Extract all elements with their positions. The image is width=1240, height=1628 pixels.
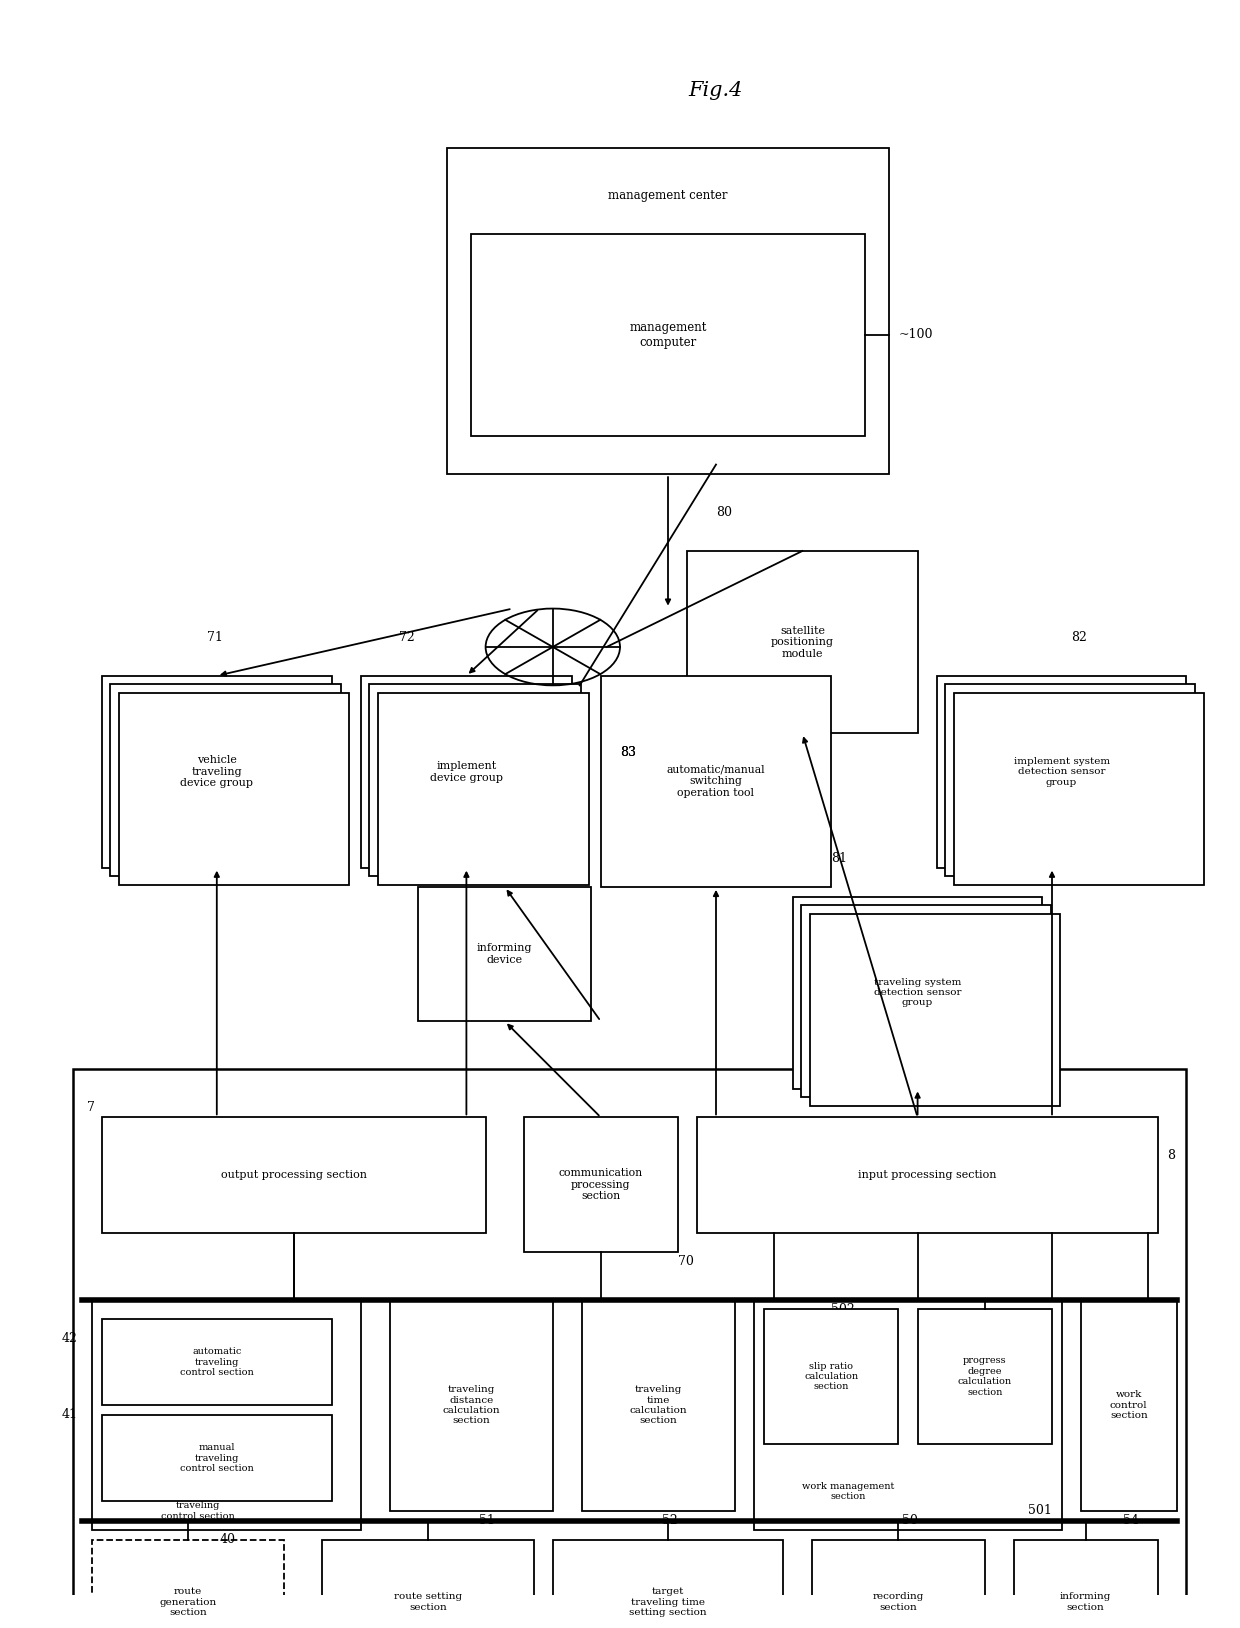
Text: management
computer: management computer bbox=[630, 321, 707, 348]
FancyBboxPatch shape bbox=[378, 694, 589, 886]
Text: work management
section: work management section bbox=[802, 1481, 895, 1501]
FancyBboxPatch shape bbox=[954, 694, 1204, 886]
Text: automatic
traveling
control section: automatic traveling control section bbox=[180, 1348, 254, 1377]
Text: slip ratio
calculation
section: slip ratio calculation section bbox=[804, 1361, 858, 1392]
Text: 51: 51 bbox=[480, 1514, 495, 1527]
Text: 54: 54 bbox=[1122, 1514, 1138, 1527]
FancyBboxPatch shape bbox=[102, 676, 332, 868]
Text: 7: 7 bbox=[87, 1101, 95, 1114]
FancyBboxPatch shape bbox=[73, 1070, 1187, 1628]
FancyBboxPatch shape bbox=[102, 1415, 332, 1501]
FancyBboxPatch shape bbox=[792, 897, 1043, 1089]
FancyBboxPatch shape bbox=[687, 550, 918, 733]
Text: output processing section: output processing section bbox=[221, 1171, 367, 1180]
Text: 80: 80 bbox=[715, 506, 732, 519]
Text: 81: 81 bbox=[831, 851, 847, 864]
Text: 41: 41 bbox=[62, 1408, 78, 1421]
FancyBboxPatch shape bbox=[1081, 1299, 1177, 1511]
FancyBboxPatch shape bbox=[525, 1117, 677, 1252]
Text: 502: 502 bbox=[831, 1302, 854, 1315]
FancyBboxPatch shape bbox=[945, 684, 1195, 876]
Text: traveling system
detection sensor
group: traveling system detection sensor group bbox=[874, 978, 961, 1008]
Text: 73: 73 bbox=[448, 851, 463, 864]
Text: Fig.4: Fig.4 bbox=[688, 81, 743, 99]
FancyBboxPatch shape bbox=[471, 234, 864, 436]
FancyBboxPatch shape bbox=[801, 905, 1052, 1097]
FancyBboxPatch shape bbox=[918, 1309, 1052, 1444]
Text: implement
device group: implement device group bbox=[430, 760, 503, 783]
FancyBboxPatch shape bbox=[102, 1117, 486, 1232]
Text: 72: 72 bbox=[399, 632, 415, 643]
Text: 71: 71 bbox=[207, 632, 223, 643]
Text: management center: management center bbox=[609, 189, 728, 202]
FancyBboxPatch shape bbox=[418, 887, 591, 1021]
FancyBboxPatch shape bbox=[812, 1540, 985, 1628]
Text: work
control
section: work control section bbox=[1110, 1390, 1148, 1420]
Text: traveling
control section: traveling control section bbox=[161, 1501, 234, 1521]
Text: traveling
time
calculation
section: traveling time calculation section bbox=[630, 1385, 687, 1426]
FancyBboxPatch shape bbox=[92, 1299, 361, 1530]
FancyBboxPatch shape bbox=[92, 1540, 284, 1628]
FancyBboxPatch shape bbox=[1013, 1540, 1158, 1628]
Text: 501: 501 bbox=[1028, 1504, 1052, 1517]
Text: input processing section: input processing section bbox=[858, 1171, 997, 1180]
FancyBboxPatch shape bbox=[553, 1540, 784, 1628]
Text: automatic/manual
switching
operation tool: automatic/manual switching operation too… bbox=[667, 765, 765, 798]
Text: 82: 82 bbox=[1071, 632, 1087, 643]
Text: target
traveling time
setting section: target traveling time setting section bbox=[629, 1587, 707, 1617]
FancyBboxPatch shape bbox=[322, 1540, 533, 1628]
Text: 52: 52 bbox=[662, 1514, 677, 1527]
Text: implement system
detection sensor
group: implement system detection sensor group bbox=[1013, 757, 1110, 786]
FancyBboxPatch shape bbox=[389, 1299, 553, 1511]
Text: manual
traveling
control section: manual traveling control section bbox=[180, 1444, 254, 1473]
FancyBboxPatch shape bbox=[601, 676, 831, 887]
Text: communication
processing
section: communication processing section bbox=[559, 1167, 642, 1201]
Text: vehicle
traveling
device group: vehicle traveling device group bbox=[180, 755, 253, 788]
Text: informing
device: informing device bbox=[477, 943, 532, 965]
Text: route setting
section: route setting section bbox=[394, 1592, 463, 1612]
Text: 40: 40 bbox=[219, 1534, 236, 1547]
FancyBboxPatch shape bbox=[119, 694, 350, 886]
Text: 8: 8 bbox=[1167, 1149, 1176, 1162]
Text: progress
degree
calculation
section: progress degree calculation section bbox=[957, 1356, 1012, 1397]
FancyBboxPatch shape bbox=[110, 684, 341, 876]
Text: informing
section: informing section bbox=[1060, 1592, 1111, 1612]
Text: traveling
distance
calculation
section: traveling distance calculation section bbox=[443, 1385, 500, 1426]
Text: 50: 50 bbox=[901, 1514, 918, 1527]
Text: 70: 70 bbox=[677, 1255, 693, 1268]
Text: ~100: ~100 bbox=[899, 329, 932, 342]
FancyBboxPatch shape bbox=[697, 1117, 1158, 1232]
Text: satellite
positioning
module: satellite positioning module bbox=[771, 625, 833, 659]
FancyBboxPatch shape bbox=[361, 676, 572, 868]
FancyBboxPatch shape bbox=[764, 1309, 899, 1444]
Text: 83: 83 bbox=[620, 746, 636, 759]
FancyBboxPatch shape bbox=[754, 1299, 1061, 1530]
Text: recording
section: recording section bbox=[873, 1592, 924, 1612]
Text: 42: 42 bbox=[62, 1332, 78, 1345]
FancyBboxPatch shape bbox=[370, 684, 580, 876]
Text: route
generation
section: route generation section bbox=[160, 1587, 217, 1617]
FancyBboxPatch shape bbox=[582, 1299, 735, 1511]
FancyBboxPatch shape bbox=[936, 676, 1187, 868]
FancyBboxPatch shape bbox=[102, 1319, 332, 1405]
FancyBboxPatch shape bbox=[810, 913, 1060, 1105]
Text: 83: 83 bbox=[620, 746, 636, 759]
FancyBboxPatch shape bbox=[448, 148, 889, 474]
